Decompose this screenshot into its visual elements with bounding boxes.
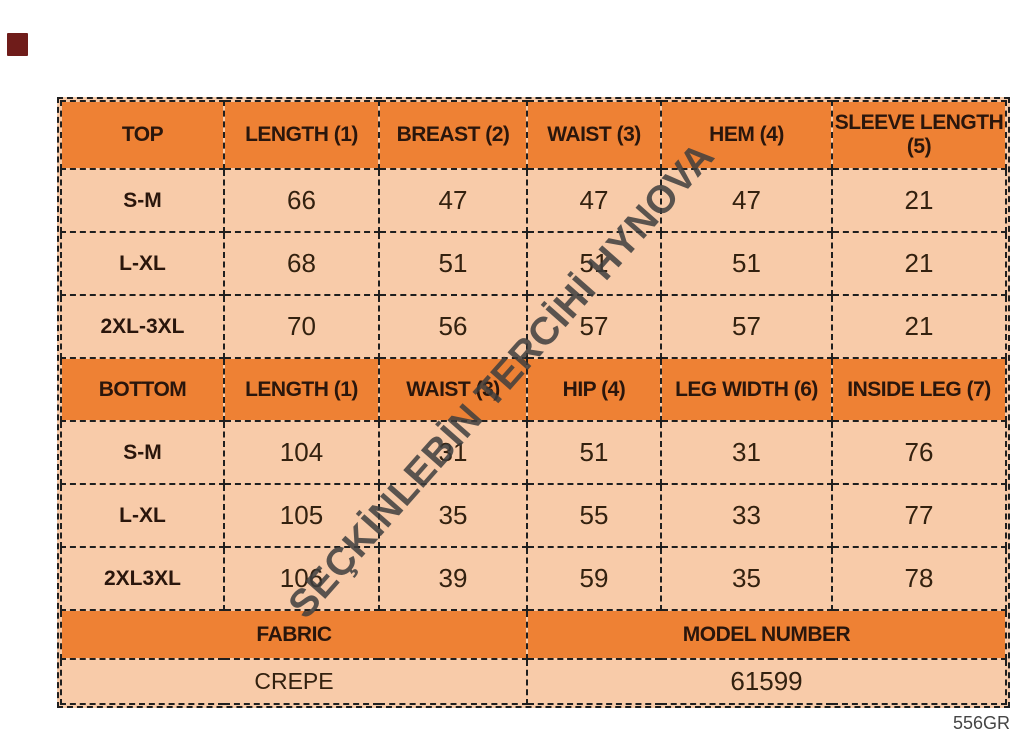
table-cell: 39 bbox=[378, 546, 528, 611]
column-header-length: LENGTH (1) bbox=[223, 100, 380, 170]
table-cell: 78 bbox=[831, 546, 1007, 611]
column-header-inside-leg: INSIDE LEG (7) bbox=[831, 357, 1007, 422]
column-header-breast: BREAST (2) bbox=[378, 100, 528, 170]
table-cell: 57 bbox=[660, 294, 833, 359]
fabric-color-swatch bbox=[7, 33, 28, 56]
table-cell: 51 bbox=[660, 231, 833, 296]
table-row-top-lxl: L-XL 68 51 51 51 21 bbox=[60, 231, 1007, 296]
table-cell: 77 bbox=[831, 483, 1007, 548]
column-header-hip: HIP (4) bbox=[526, 357, 662, 422]
table-cell: 35 bbox=[660, 546, 833, 611]
table-cell: 105 bbox=[223, 483, 380, 548]
column-header-sleeve-length: SLEEVE LENGTH (5) bbox=[831, 100, 1007, 170]
column-header-waist: WAIST (3) bbox=[526, 100, 662, 170]
model-number-value: 61599 bbox=[526, 658, 1007, 705]
table-cell: 70 bbox=[223, 294, 380, 359]
table-cell: 31 bbox=[378, 420, 528, 485]
table-cell: 57 bbox=[526, 294, 662, 359]
column-header-length: LENGTH (1) bbox=[223, 357, 380, 422]
fabric-value: CREPE bbox=[60, 658, 528, 705]
top-header-row: TOP LENGTH (1) BREAST (2) WAIST (3) HEM … bbox=[60, 100, 1007, 170]
row-label: S-M bbox=[60, 420, 225, 485]
column-header-hem: HEM (4) bbox=[660, 100, 833, 170]
table-row-bottom-lxl: L-XL 105 35 55 33 77 bbox=[60, 483, 1007, 548]
table-row-top-sm: S-M 66 47 47 47 21 bbox=[60, 168, 1007, 233]
table-row-bottom-2xl3xl: 2XL3XL 106 39 59 35 78 bbox=[60, 546, 1007, 611]
footer-header-row: FABRIC MODEL NUMBER bbox=[60, 609, 1007, 660]
table-row-top-2xl3xl: 2XL-3XL 70 56 57 57 21 bbox=[60, 294, 1007, 359]
table-cell: 51 bbox=[526, 231, 662, 296]
row-label: L-XL bbox=[60, 231, 225, 296]
table-cell: 56 bbox=[378, 294, 528, 359]
table-cell: 47 bbox=[526, 168, 662, 233]
model-number-header: MODEL NUMBER bbox=[526, 609, 1007, 660]
table-cell: 31 bbox=[660, 420, 833, 485]
size-chart-table: TOP LENGTH (1) BREAST (2) WAIST (3) HEM … bbox=[57, 97, 1010, 708]
fabric-header: FABRIC bbox=[60, 609, 528, 660]
column-header-waist: WAIST (3) bbox=[378, 357, 528, 422]
table-row-bottom-sm: S-M 104 31 51 31 76 bbox=[60, 420, 1007, 485]
product-code: 556GR bbox=[952, 713, 1010, 733]
table-cell: 33 bbox=[660, 483, 833, 548]
column-header-bottom: BOTTOM bbox=[60, 357, 225, 422]
footer-value-row: CREPE 61599 bbox=[60, 658, 1007, 705]
table-cell: 104 bbox=[223, 420, 380, 485]
table-cell: 35 bbox=[378, 483, 528, 548]
table-cell: 106 bbox=[223, 546, 380, 611]
row-label: L-XL bbox=[60, 483, 225, 548]
row-label: 2XL-3XL bbox=[60, 294, 225, 359]
table-cell: 47 bbox=[660, 168, 833, 233]
table-cell: 66 bbox=[223, 168, 380, 233]
table-cell: 21 bbox=[831, 294, 1007, 359]
table-cell: 51 bbox=[378, 231, 528, 296]
table-cell: 76 bbox=[831, 420, 1007, 485]
table-cell: 21 bbox=[831, 168, 1007, 233]
table-cell: 55 bbox=[526, 483, 662, 548]
table-cell: 59 bbox=[526, 546, 662, 611]
row-label: 2XL3XL bbox=[60, 546, 225, 611]
table-cell: 68 bbox=[223, 231, 380, 296]
bottom-header-row: BOTTOM LENGTH (1) WAIST (3) HIP (4) LEG … bbox=[60, 357, 1007, 422]
row-label: S-M bbox=[60, 168, 225, 233]
table-cell: 47 bbox=[378, 168, 528, 233]
column-header-leg-width: LEG WIDTH (6) bbox=[660, 357, 833, 422]
table-cell: 51 bbox=[526, 420, 662, 485]
table-cell: 21 bbox=[831, 231, 1007, 296]
column-header-top: TOP bbox=[60, 100, 225, 170]
